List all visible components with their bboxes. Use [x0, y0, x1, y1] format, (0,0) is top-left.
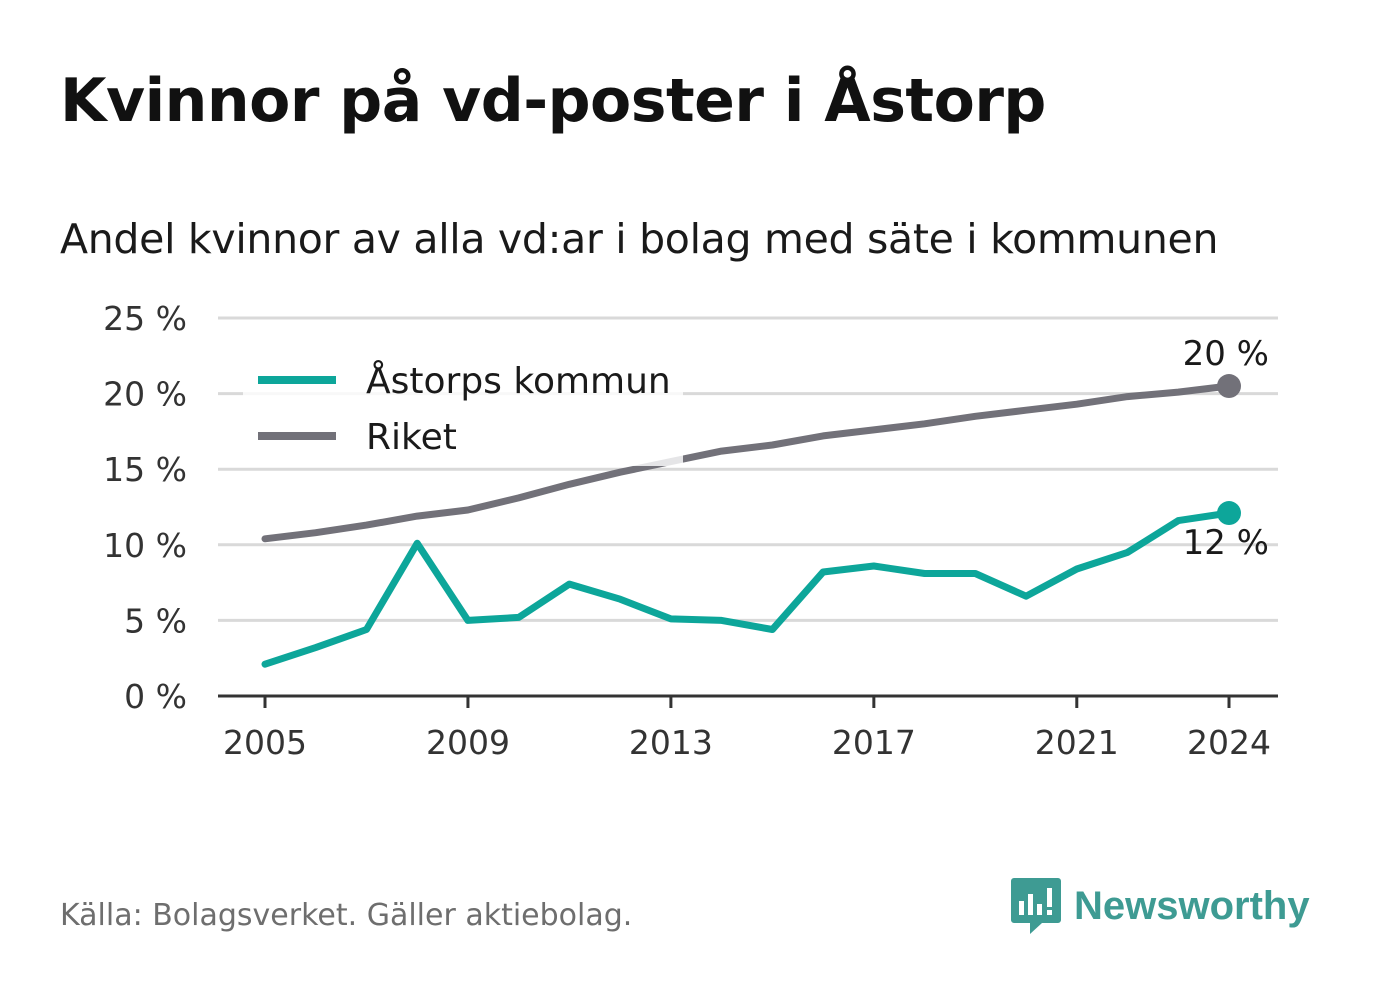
- chart-title: Kvinnor på vd-poster i Åstorp: [60, 66, 1046, 136]
- x-tick-label: 2017: [832, 723, 916, 762]
- legend-label: Riket: [366, 417, 457, 458]
- y-tick-label: 0 %: [124, 677, 187, 716]
- y-tick-label: 15 %: [103, 450, 187, 489]
- brand-name: Newsworthy: [1074, 883, 1310, 928]
- x-tick-label: 2024: [1187, 723, 1271, 762]
- source-note: Källa: Bolagsverket. Gäller aktiebolag.: [60, 898, 633, 933]
- end-labels: 12 % 20 %: [1183, 334, 1269, 563]
- y-tick-label: 20 %: [103, 375, 187, 414]
- series-line-riket: [261, 382, 1233, 543]
- legend-label: Åstorps kommun: [366, 359, 671, 402]
- y-tick-label: 10 %: [103, 526, 187, 565]
- series-line-astorp: [261, 509, 1233, 668]
- legend-background: [243, 348, 683, 466]
- y-axis-labels: 0 % 5 % 10 % 15 % 20 % 25 %: [103, 299, 187, 716]
- series-lines: [261, 382, 1233, 668]
- end-point-marker: [1217, 374, 1241, 399]
- y-tick-label: 5 %: [124, 601, 187, 640]
- y-tick-label: 25 %: [103, 299, 187, 338]
- chart-subtitle: Andel kvinnor av alla vd:ar i bolag med …: [60, 215, 1219, 263]
- x-axis: 2005 2009 2013 2017 2021 2024: [218, 694, 1278, 762]
- end-value-label: 12 %: [1183, 523, 1269, 563]
- x-tick-label: 2021: [1035, 723, 1119, 762]
- end-value-label: 20 %: [1183, 334, 1269, 374]
- newsworthy-logo-icon: [1011, 878, 1061, 934]
- x-tick-label: 2013: [629, 723, 713, 762]
- legend: Åstorps kommun Riket: [243, 348, 683, 466]
- end-point-marker: [1217, 501, 1241, 526]
- x-tick-label: 2005: [223, 723, 307, 762]
- brand-logo: Newsworthy: [1010, 876, 1310, 936]
- x-tick-label: 2009: [426, 723, 510, 762]
